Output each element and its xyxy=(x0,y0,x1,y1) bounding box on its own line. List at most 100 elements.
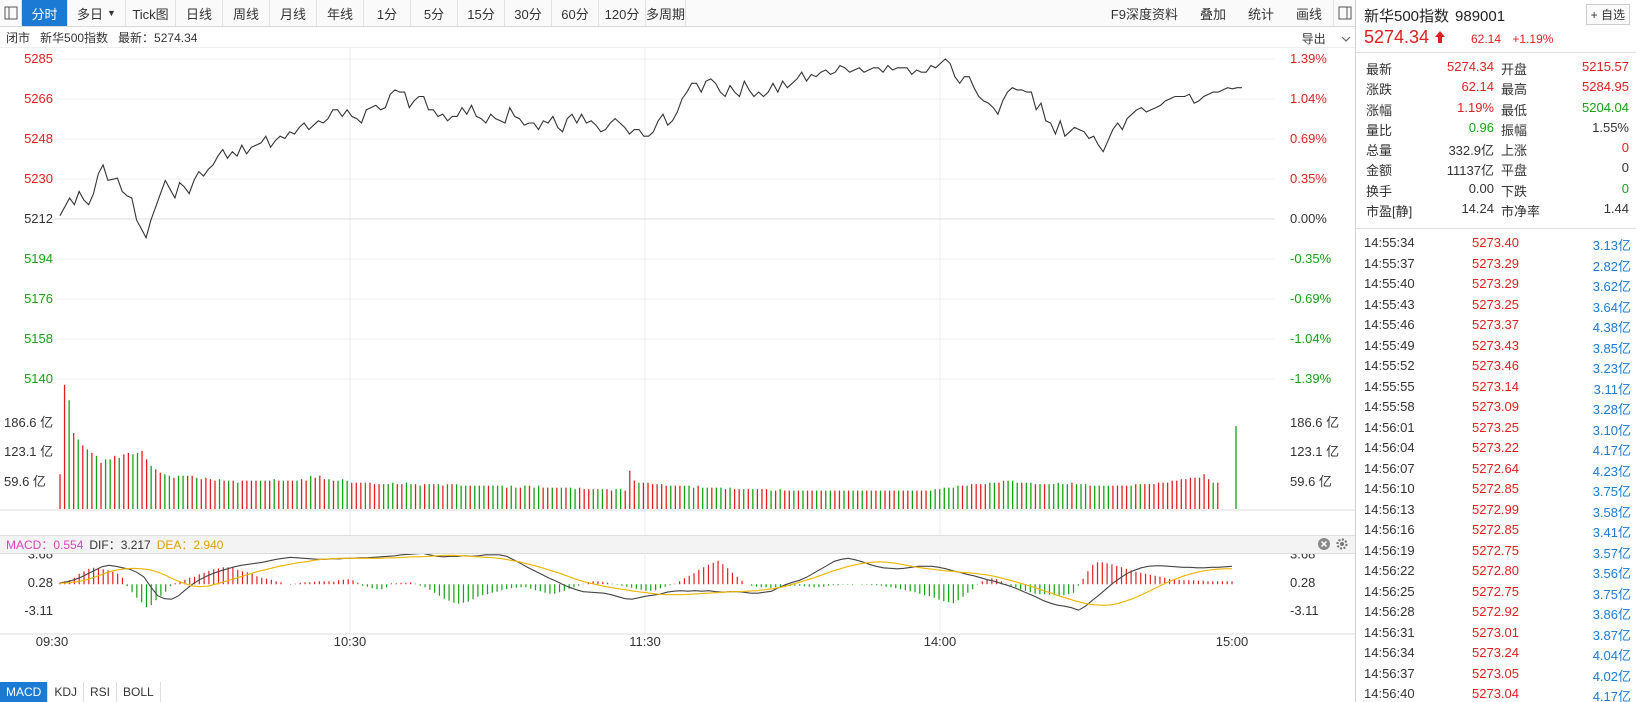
stat-label: 开盘 xyxy=(1501,62,1528,77)
period-tab[interactable]: 1分 xyxy=(364,0,411,26)
tick-volume: 4.04亿 xyxy=(1592,648,1631,663)
indicator-tab[interactable]: MACD xyxy=(0,682,49,702)
tick-price: 5272.64 xyxy=(1472,460,1519,476)
tick-row: 14:55:37 5273.29 2.82亿 xyxy=(1356,253,1636,274)
tick-volume: 3.85亿 xyxy=(1592,340,1631,356)
price-tick-label: 5176 xyxy=(24,291,53,306)
tick-time: 14:55:58 xyxy=(1364,399,1415,414)
period-tab[interactable]: 多周期 xyxy=(646,0,686,26)
tick-volume: 3.75亿 xyxy=(1592,586,1631,602)
tick-row: 14:56:13 5272.99 3.58亿 xyxy=(1356,499,1636,520)
stat-label: 市盈[静] xyxy=(1366,204,1413,220)
tick-price: 5273.46 xyxy=(1472,358,1519,373)
macd-value: MACD：0.554 xyxy=(6,538,84,552)
period-tab[interactable]: 30分 xyxy=(505,0,552,26)
tick-row: 14:56:19 5272.75 3.57亿 xyxy=(1356,540,1636,561)
tick-row: 14:56:28 5272.92 3.86亿 xyxy=(1356,601,1636,622)
period-tab[interactable]: 月线 xyxy=(270,0,317,26)
tick-time: 14:55:37 xyxy=(1364,255,1415,271)
panel-toggle-right-icon[interactable] xyxy=(1333,0,1355,26)
tick-volume: 3.41亿 xyxy=(1592,525,1631,540)
tick-row: 14:56:07 5272.64 4.23亿 xyxy=(1356,458,1636,479)
tick-volume: 3.58亿 xyxy=(1592,504,1631,520)
tick-time: 14:55:40 xyxy=(1364,276,1415,291)
tick-row: 14:55:52 5273.46 3.23亿 xyxy=(1356,355,1636,376)
toolbar-action[interactable]: F9深度资料 xyxy=(1110,6,1178,22)
tick-list[interactable]: 14:55:34 5273.40 3.13亿 14:55:37 5273.29 2.82亿… xyxy=(1356,232,1636,702)
tick-price: 5273.40 xyxy=(1472,235,1519,250)
period-tab[interactable]: 日线 xyxy=(176,0,223,26)
quote-side-panel: 新华500指数 989001 + 自选 5274.34 62.14 +1.19% … xyxy=(1355,0,1636,702)
period-tab[interactable]: 60分 xyxy=(552,0,599,26)
tick-time: 14:55:52 xyxy=(1364,358,1415,373)
stat-value: 1.55% xyxy=(1592,119,1629,135)
toolbar-action[interactable]: 统计 xyxy=(1247,6,1274,22)
tick-price: 5272.99 xyxy=(1472,501,1519,517)
tick-time: 14:56:25 xyxy=(1364,583,1415,599)
pct-tick-label: -0.35% xyxy=(1290,251,1332,266)
tick-price: 5273.43 xyxy=(1472,337,1519,353)
tick-price: 5273.01 xyxy=(1472,624,1519,640)
stat-label: 换手 xyxy=(1366,183,1393,199)
tick-volume: 4.17亿 xyxy=(1592,443,1631,458)
toolbar-action[interactable]: 叠加 xyxy=(1199,6,1226,22)
stat-label: 下跌 xyxy=(1501,183,1528,199)
tick-volume: 3.23亿 xyxy=(1592,361,1631,376)
market-status: 闭市 xyxy=(6,31,31,45)
add-favorite-button[interactable]: + 自选 xyxy=(1585,4,1630,25)
period-tab[interactable]: 多日 ▼ xyxy=(68,0,126,26)
stat-label: 市净率 xyxy=(1501,204,1541,220)
panel-toggle-left-icon[interactable] xyxy=(0,0,22,26)
stat-label: 最高 xyxy=(1501,82,1528,98)
macd-indicator-bar: MACD：0.554 DIF：3.217 DEA：2.940 xyxy=(0,535,1355,554)
stat-label: 总量 xyxy=(1366,143,1393,159)
stat-row: 金额 11137亿 平盘 0 xyxy=(1356,157,1636,179)
close-icon[interactable] xyxy=(1317,537,1331,551)
chart-info-bar: 闭市 新华500指数 最新：5274.34 导出 xyxy=(0,28,1355,48)
indicator-tab[interactable]: KDJ xyxy=(48,682,85,702)
intraday-chart[interactable]: 5285 1.39% 5266 1.04% 5248 0.69% 5230 0.35% 5212… xyxy=(0,48,1355,682)
period-tab[interactable]: 年线 xyxy=(317,0,364,26)
period-tab[interactable]: 5分 xyxy=(411,0,458,26)
tick-time: 14:55:34 xyxy=(1364,235,1415,250)
tick-price: 5272.75 xyxy=(1472,542,1519,558)
tick-row: 14:55:34 5273.40 3.13亿 xyxy=(1356,232,1636,253)
dea-line xyxy=(59,554,1232,606)
indicator-tab[interactable]: RSI xyxy=(84,682,118,702)
stat-label: 平盘 xyxy=(1501,163,1528,179)
gear-icon[interactable] xyxy=(1335,537,1349,551)
price-tick-label: 5285 xyxy=(24,51,53,66)
period-tab-label: 60分 xyxy=(561,6,589,22)
tick-row: 14:55:43 5273.25 3.64亿 xyxy=(1356,294,1636,315)
period-tab[interactable]: 15分 xyxy=(458,0,505,26)
tick-row: 14:55:40 5273.29 3.62亿 xyxy=(1356,273,1636,294)
tick-price: 5273.25 xyxy=(1472,296,1519,312)
period-tab[interactable]: 120分 xyxy=(599,0,646,26)
pct-tick-label: -0.69% xyxy=(1290,291,1332,306)
volume-tick-label: 186.6 亿 xyxy=(1290,415,1339,430)
period-tab-label: 多日 xyxy=(77,6,104,22)
time-axis-label: 09:30 xyxy=(36,634,69,649)
period-tab[interactable]: 分时 xyxy=(22,0,68,26)
stat-value: 332.9亿 xyxy=(1448,143,1494,159)
period-tab[interactable]: 周线 xyxy=(223,0,270,26)
tick-time: 14:55:46 xyxy=(1364,317,1415,332)
tick-volume: 3.28亿 xyxy=(1592,402,1631,417)
indicator-tabs: MACD KDJ RSI BOLL xyxy=(0,682,161,702)
macd-tick-label: 0.28 xyxy=(1290,575,1315,590)
tick-row: 14:55:55 5273.14 3.11亿 xyxy=(1356,376,1636,397)
period-tab[interactable]: Tick图 xyxy=(126,0,176,26)
tick-row: 14:56:22 5272.80 3.56亿 xyxy=(1356,560,1636,581)
tick-row: 14:56:31 5273.01 3.87亿 xyxy=(1356,622,1636,643)
period-tab-label: 15分 xyxy=(467,6,495,22)
export-button[interactable]: 导出 xyxy=(1302,30,1351,47)
indicator-tab[interactable]: BOLL xyxy=(117,682,161,702)
period-tab-label: Tick图 xyxy=(132,6,169,22)
stat-value: 5284.95 xyxy=(1582,79,1629,95)
toolbar-action[interactable]: 画线 xyxy=(1295,6,1322,22)
tick-time: 14:56:22 xyxy=(1364,563,1415,578)
tick-volume: 2.82亿 xyxy=(1592,258,1631,274)
tick-volume: 4.23亿 xyxy=(1592,463,1631,479)
side-index-code: 989001 xyxy=(1455,8,1506,25)
period-toolbar: 分时 多日 ▼ Tick图 日线 周线 月线 年线 1分 5分 15分 30分 60分 120分 多周期 F… xyxy=(0,0,1355,27)
